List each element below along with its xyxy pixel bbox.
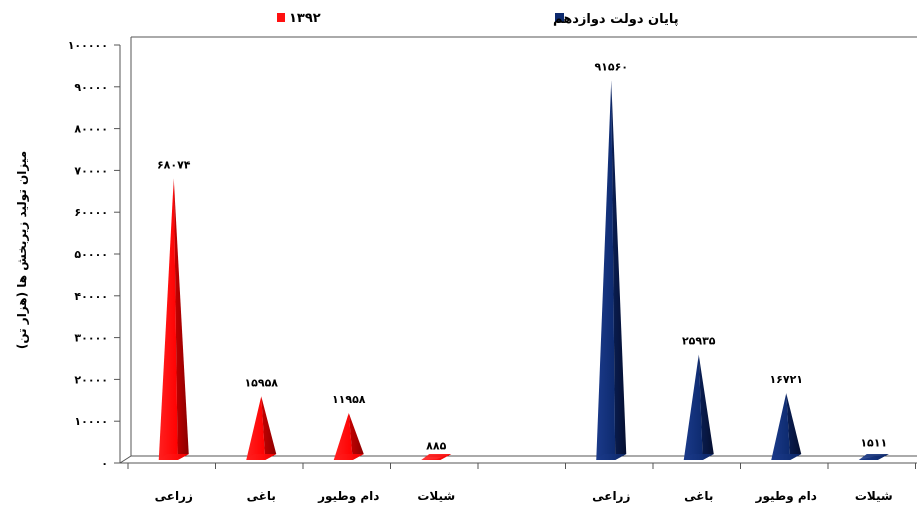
- cone-marks: [158, 80, 889, 460]
- y-ticks: ۰ ۱۰۰۰۰ ۲۰۰۰۰ ۳۰۰۰۰ ۴۰۰۰۰ ۵۰۰۰۰ ۶۰۰۰۰ ۷۰۰۰۰ ۸۰۰۰…: [68, 39, 120, 470]
- cone-mark-base: [246, 454, 277, 460]
- cone-mark-base: [858, 454, 889, 460]
- data-label: ۱۶۷۲۱: [769, 373, 803, 386]
- cone-mark-base: [421, 454, 452, 460]
- cone-mark-shade: [611, 80, 627, 460]
- y-tick-label: ۰: [101, 457, 108, 470]
- y-tick-label: ۹۰۰۰۰: [74, 81, 108, 94]
- data-label: ۸۸۵: [426, 439, 446, 452]
- cone-mark-shade: [786, 393, 802, 460]
- cone-mark-base: [683, 454, 714, 460]
- cone-mark-base: [596, 454, 627, 460]
- legend-label-1392: ۱۳۹۲: [289, 11, 321, 26]
- cone-mark-shade: [261, 396, 277, 460]
- legend-swatch-1392: [277, 13, 285, 22]
- category-label: زراعی: [155, 489, 193, 503]
- category-label: دام وطیور: [317, 489, 379, 504]
- category-label: زراعی: [592, 489, 630, 503]
- y-tick-label: ۵۰۰۰۰: [74, 248, 108, 261]
- cone-mark-face: [683, 354, 703, 460]
- category-label: دام وطیور: [755, 489, 817, 504]
- y-tick-label: ۱۰۰۰۰۰: [68, 39, 108, 52]
- cone-mark-shade: [173, 178, 189, 460]
- legend-swatch-end-of-12th-government: [555, 13, 564, 22]
- y-axis-title: میزان تولید زیربخش ها (هزار تن): [15, 151, 30, 349]
- cone-mark-shade: [698, 354, 714, 460]
- y-tick-label: ۴۰۰۰۰: [74, 290, 108, 303]
- data-labels: ۶۸۰۷۴ ۱۵۹۵۸ ۱۱۹۵۸ ۸۸۵ ۹۱۵۶۰ ۲۵۹۳۵ ۱۶۷۲۱ ۱۵۱۱: [157, 60, 887, 452]
- y-tick-label: ۶۰۰۰۰: [74, 206, 108, 219]
- y-tick-label: ۱۰۰۰۰: [74, 415, 108, 428]
- category-label: شیلات: [417, 489, 455, 503]
- cone-mark-face: [333, 413, 353, 460]
- y-tick-label: ۲۰۰۰۰: [74, 373, 108, 386]
- x-ticks: [127, 463, 916, 469]
- data-label: ۱۵۱۱: [860, 437, 887, 450]
- category-labels: زراعی باغی دام وطیور شیلات زراعی باغی دام وطیو…: [155, 489, 893, 504]
- data-label: ۶۸۰۷۴: [157, 158, 191, 171]
- cone-mark-shade: [348, 413, 364, 460]
- data-label: ۲۵۹۳۵: [682, 335, 716, 348]
- cone-mark-base: [158, 454, 189, 460]
- data-label: ۱۵۹۵۸: [244, 376, 278, 389]
- plot-frame: [119, 36, 917, 464]
- category-label: شیلات: [855, 489, 893, 503]
- y-tick-label: ۷۰۰۰۰: [74, 164, 108, 177]
- cone-mark-base: [771, 454, 802, 460]
- cone-mark-base: [333, 454, 364, 460]
- y-tick-label: ۳۰۰۰۰: [74, 332, 108, 345]
- legend: ۱۳۹۲ پایان دولت دوازدهم: [277, 11, 679, 27]
- legend-label-end-of-12th-government: پایان دولت دوازدهم: [553, 12, 679, 27]
- floor-plane: [119, 455, 917, 464]
- cone-mark-face: [596, 80, 616, 460]
- cone-mark-face: [771, 393, 791, 460]
- cone-mark-face: [246, 396, 266, 460]
- cone-mark-face: [158, 178, 178, 460]
- data-label: ۹۱۵۶۰: [594, 60, 628, 73]
- category-label: باغی: [684, 489, 713, 503]
- y-tick-label: ۸۰۰۰۰: [74, 123, 108, 136]
- data-label: ۱۱۹۵۸: [332, 393, 366, 406]
- category-label: باغی: [247, 489, 276, 503]
